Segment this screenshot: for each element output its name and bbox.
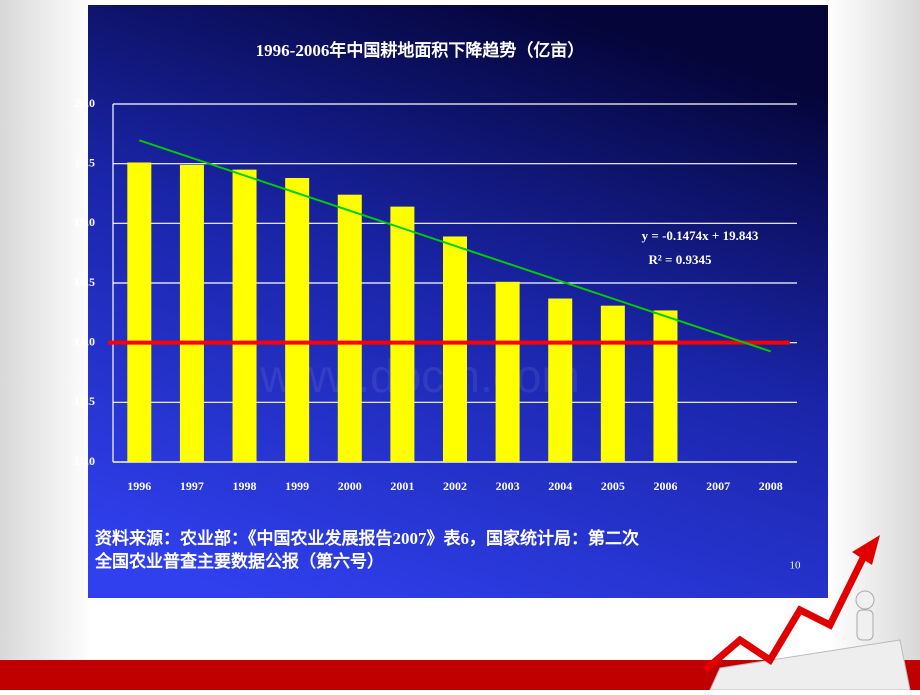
watermark: www.docin.com	[259, 350, 580, 402]
chart-title: 1996-2006年中国耕地面积下降趋势（亿亩）	[256, 40, 585, 60]
trend-equation: y = -0.1474x + 19.843	[642, 228, 759, 243]
x-tick-label: 2008	[759, 479, 783, 493]
trend-line	[138, 139, 772, 353]
y-tick-label: 19.0	[74, 215, 95, 229]
x-tick-label: 2000	[338, 479, 362, 493]
y-tick-label: 20.0	[74, 96, 95, 110]
bar	[653, 310, 678, 462]
bar	[179, 164, 204, 463]
bar	[600, 305, 625, 462]
x-tick-label: 2006	[653, 479, 677, 493]
x-tick-label: 1999	[285, 479, 309, 493]
decoration	[702, 535, 911, 691]
bar	[495, 281, 520, 462]
x-tick-label: 2004	[548, 479, 572, 493]
x-tick-label: 1997	[180, 479, 204, 493]
y-tick-label: 17.5	[74, 394, 95, 408]
source-line: 资料来源：农业部：《中国农业发展报告2007》表6，国家统计局：第二次	[95, 528, 639, 548]
x-tick-label: 1996	[127, 479, 151, 493]
bar	[337, 194, 362, 462]
x-tick-label: 2005	[601, 479, 625, 493]
bar	[548, 298, 573, 462]
bar	[443, 236, 467, 462]
decor-figure-body	[856, 609, 874, 641]
x-tick-label: 2003	[496, 479, 520, 493]
decor-arrow	[702, 546, 872, 673]
bar	[232, 169, 257, 462]
source-line: 全国农业普查主要数据公报（第六号）	[94, 551, 384, 571]
y-tick-label: 18.0	[74, 334, 95, 348]
y-tick-label: 17.0	[74, 454, 95, 468]
trend-r-squared: R² = 0.9345	[649, 252, 712, 267]
x-tick-label: 2007	[706, 479, 730, 493]
decor-arrowhead	[852, 535, 880, 565]
x-tick-label: 2002	[443, 479, 467, 493]
bar	[127, 162, 152, 462]
y-tick-label: 19.5	[74, 155, 95, 169]
bar	[390, 206, 415, 462]
page-number: 10	[790, 560, 802, 572]
bar	[285, 177, 310, 462]
x-tick-label: 1998	[233, 479, 257, 493]
x-tick-label: 2001	[390, 479, 414, 493]
y-tick-label: 18.5	[74, 275, 95, 289]
decor-figure	[855, 590, 875, 610]
